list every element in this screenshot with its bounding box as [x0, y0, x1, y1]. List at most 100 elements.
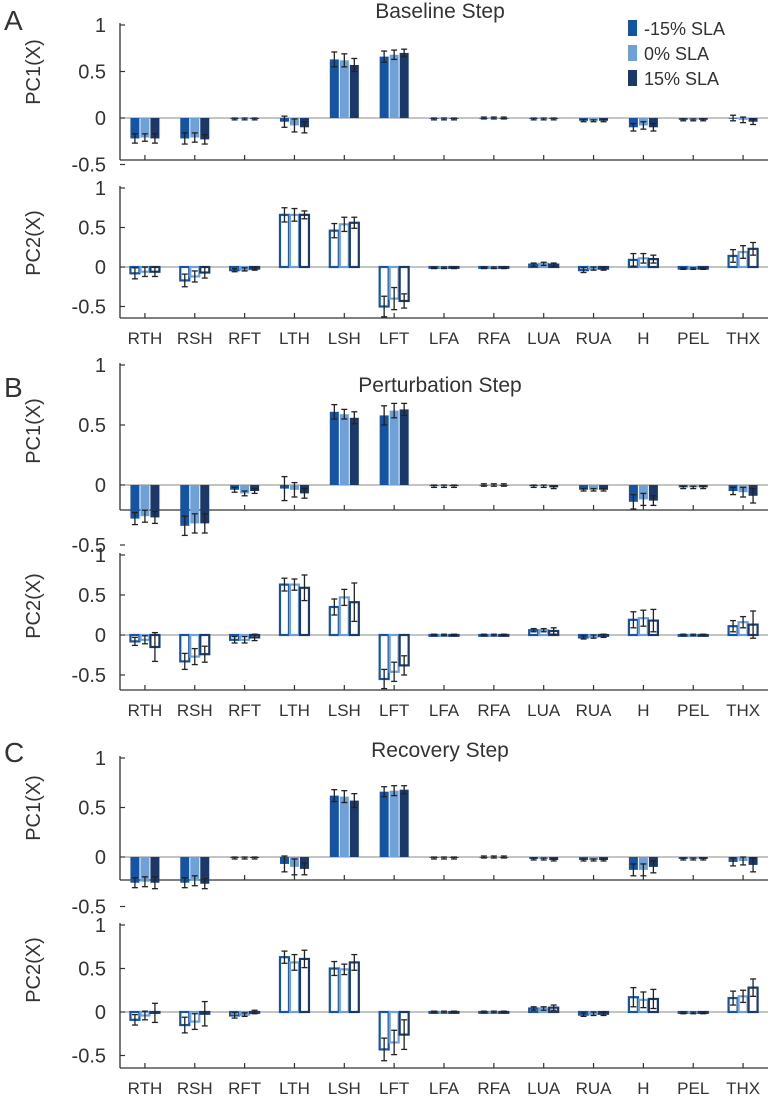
error-bar-rsh-s2 [191, 132, 198, 143]
error-bar-lua-s3 [550, 262, 557, 267]
error-bar-lua-s1 [530, 117, 537, 121]
error-bar-rth-s3 [151, 1002, 158, 1024]
y-tick-label: 0.5 [78, 959, 106, 981]
bar-lth-s3 [298, 213, 311, 269]
error-bar-lsh-s1 [331, 51, 338, 68]
bar-h-s1 [628, 485, 638, 502]
x-tick-label-lth: LTH [279, 1079, 310, 1097]
panel-letter: B [4, 372, 23, 403]
bar-rth-s3 [150, 857, 160, 883]
error-bar-rfa-s2 [490, 1010, 497, 1014]
error-bar-lsh-s3 [351, 216, 358, 229]
error-bar-lft-s3 [401, 402, 408, 417]
x-tick-label-lth: LTH [279, 329, 310, 348]
bar-lsh-s1 [329, 59, 339, 118]
error-bar-thx-s2 [740, 486, 747, 498]
error-bar-rsh-s3 [201, 645, 208, 663]
error-bar-rsh-s1 [181, 132, 188, 145]
error-bar-rfa-s3 [500, 116, 507, 120]
error-bar-lua-s3 [550, 117, 557, 121]
error-bar-pel-s2 [690, 857, 697, 861]
error-bar-rth-s1 [131, 877, 138, 889]
error-bar-rfa-s2 [490, 116, 497, 120]
bar-lsh-s2 [339, 60, 349, 118]
x-tick-label-rsh: RSH [177, 329, 213, 348]
x-tick-label-rth: RTH [128, 701, 163, 720]
error-bar-pel-s1 [680, 857, 687, 861]
error-bar-rua-s2 [590, 119, 597, 123]
error-bar-lth-s1 [281, 577, 288, 592]
error-bar-rua-s2 [590, 266, 597, 271]
error-bar-rft-s2 [241, 1012, 248, 1017]
y-tick-label: -0.5 [72, 155, 106, 177]
error-bar-rth-s2 [141, 509, 148, 523]
error-bar-pel-s1 [680, 485, 687, 490]
bar-rth-s1 [130, 485, 140, 519]
legend-swatch [628, 70, 637, 86]
error-bar-rsh-s2 [191, 647, 198, 666]
error-bar-lth-s2 [291, 578, 298, 591]
bar-rsh-s2 [190, 857, 200, 881]
bar-lft-s1 [379, 415, 389, 485]
error-bar-lsh-s1 [331, 789, 338, 803]
error-bar-thx-s3 [750, 610, 757, 639]
error-bar-h-s3 [650, 860, 657, 874]
panel-5: 1 0.5 0 -0.5 PC1(X) Recovery Step C [4, 737, 768, 919]
error-bar-lfa-s1 [431, 484, 437, 489]
error-bar-lth-s3 [301, 487, 308, 499]
error-bar-lfa-s3 [451, 266, 457, 270]
error-bar-thx-s2 [740, 856, 747, 866]
error-bar-lua-s1 [530, 262, 537, 267]
error-bar-lsh-s2 [341, 408, 348, 420]
error-bar-rft-s1 [231, 486, 238, 493]
error-bar-rft-s2 [241, 635, 248, 644]
bar-rsh-s3 [200, 485, 210, 524]
error-bar-rft-s1 [231, 635, 238, 644]
x-tick-label-thx: THX [726, 329, 760, 348]
error-bar-lua-s1 [530, 484, 537, 489]
bar-lft-s3 [399, 52, 409, 118]
error-bar-lua-s2 [540, 857, 547, 861]
bar-rsh-s2 [190, 485, 200, 524]
error-bar-rth-s1 [131, 511, 138, 526]
error-bar-rua-s1 [580, 858, 587, 862]
bar-lth-s1 [278, 213, 291, 269]
x-tick-label-rft: RFT [228, 701, 261, 720]
error-bar-rft-s3 [251, 633, 258, 642]
error-bar-rth-s2 [141, 876, 148, 888]
x-tick-label-pel: PEL [677, 1079, 709, 1097]
x-tick-label-lfa: LFA [429, 329, 460, 348]
error-bar-rft-s3 [251, 266, 258, 271]
bar-rth-s2 [140, 485, 150, 517]
error-bar-lsh-s3 [351, 792, 358, 809]
error-bar-lsh-s2 [341, 963, 348, 976]
panel-3: 1 0.5 0 -0.5 PC1(X) Perturbation Step B [4, 355, 768, 557]
error-bar-lth-s1 [281, 950, 288, 964]
error-bar-rft-s3 [251, 856, 258, 860]
error-bar-lft-s1 [381, 295, 388, 318]
error-bar-lth-s2 [291, 207, 298, 222]
x-tick-label-pel: PEL [677, 701, 709, 720]
y-tick-label: 1 [95, 15, 106, 37]
x-tick-label-rfa: RFA [477, 701, 511, 720]
bar-lth-s2 [288, 213, 301, 269]
bar-rua-s3 [599, 485, 609, 490]
error-bar-rth-s2 [141, 1010, 148, 1021]
y-tick-label: 0 [95, 847, 106, 869]
error-bar-lft-s2 [391, 661, 398, 683]
error-bar-rft-s2 [241, 117, 248, 121]
error-bar-pel-s3 [700, 857, 707, 861]
error-bar-rfa-s2 [490, 855, 497, 859]
x-tick-label-lsh: LSH [328, 701, 361, 720]
error-bar-lth-s3 [301, 210, 308, 220]
y-tick-label: 1 [95, 545, 106, 567]
error-bar-rft-s1 [231, 117, 238, 121]
error-bar-rua-s3 [600, 858, 607, 862]
error-bar-pel-s3 [700, 485, 707, 490]
x-tick-label-rft: RFT [228, 1079, 261, 1097]
error-bar-rfa-s3 [500, 1010, 507, 1014]
error-bar-rua-s1 [580, 267, 587, 274]
x-tick-label-lua: LUA [527, 329, 561, 348]
error-bar-rth-s3 [151, 631, 158, 663]
error-bar-lua-s2 [540, 1006, 547, 1011]
